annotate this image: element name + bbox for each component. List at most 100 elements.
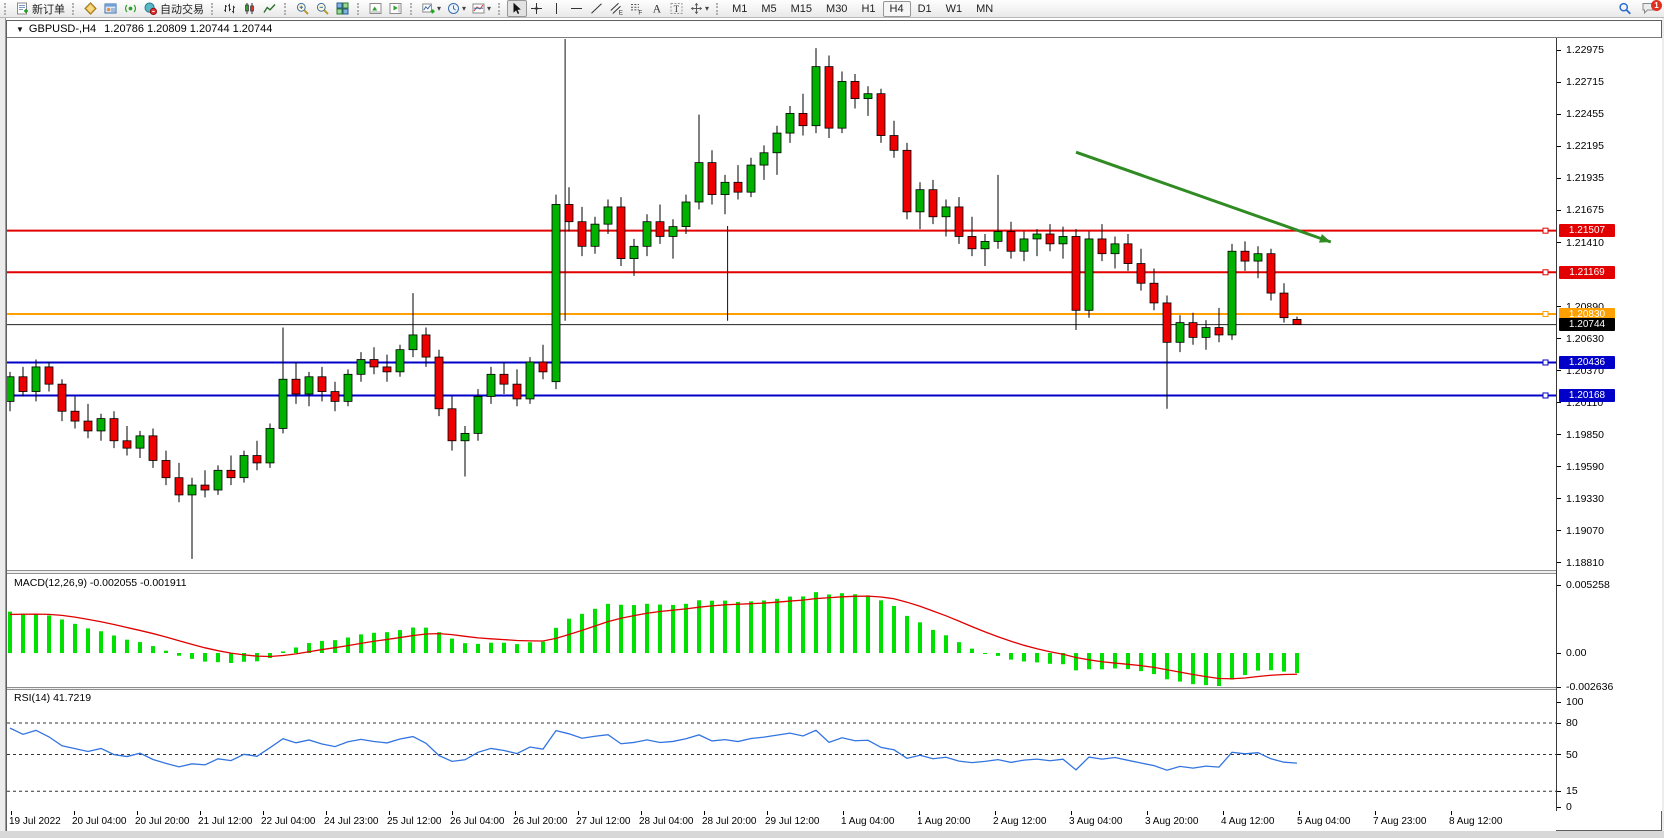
main-chart-pane[interactable] bbox=[7, 39, 1556, 570]
timeframe-M1[interactable]: M1 bbox=[732, 2, 748, 15]
macd-pane[interactable] bbox=[7, 574, 1556, 687]
dropdown-arrow-icon[interactable]: ▾ bbox=[487, 4, 492, 13]
line-chart-button[interactable] bbox=[260, 0, 280, 17]
timeframe-M15[interactable]: M15 bbox=[790, 2, 813, 15]
new-order-button[interactable]: 新订单 bbox=[13, 0, 68, 19]
toolbar-grip bbox=[410, 2, 415, 15]
time-tick bbox=[389, 811, 390, 815]
candle-body bbox=[850, 80, 860, 100]
macd-signal-line bbox=[9, 595, 1298, 680]
autotrade-button[interactable]: 自动交易 bbox=[141, 0, 207, 19]
macd-histogram-bar bbox=[866, 595, 870, 653]
macd-histogram-bar bbox=[177, 653, 181, 656]
candle-body bbox=[915, 189, 925, 213]
candles-chart-button[interactable] bbox=[240, 0, 260, 17]
macd-histogram-bar bbox=[125, 639, 129, 653]
zoom-in-icon bbox=[296, 2, 310, 15]
macd-histogram-bar bbox=[1152, 653, 1156, 675]
level-anchor[interactable] bbox=[1542, 359, 1549, 366]
timeframe-M30[interactable]: M30 bbox=[826, 2, 848, 15]
level-anchor[interactable] bbox=[1542, 311, 1549, 317]
candle-body bbox=[486, 373, 496, 397]
dropdown-arrow-icon[interactable]: ▾ bbox=[705, 4, 710, 13]
template-button[interactable]: ▾ bbox=[469, 0, 494, 17]
vline-button[interactable] bbox=[547, 0, 567, 17]
channel-button[interactable]: E bbox=[607, 0, 627, 17]
cursor-button[interactable] bbox=[507, 0, 528, 17]
macd-histogram-bar bbox=[580, 613, 584, 653]
notifications-button[interactable]: 1 bbox=[1641, 0, 1662, 16]
rsi-scale-label: 100 bbox=[1566, 696, 1584, 708]
bars-chart-button[interactable] bbox=[220, 0, 240, 17]
timeframe-group: M1 M5 M15 M30 H1 H4 D1 W1 MN bbox=[714, 0, 1000, 17]
macd-histogram-bar bbox=[151, 646, 155, 653]
timeframe-H1[interactable]: H1 bbox=[861, 2, 876, 15]
pane-separator[interactable] bbox=[7, 570, 1661, 574]
data-window-button[interactable] bbox=[101, 0, 121, 17]
new-chart-button[interactable]: ▾ bbox=[419, 0, 444, 17]
candle-body bbox=[109, 418, 119, 442]
toolbar-group: ▾ ▾ ▾ bbox=[408, 0, 494, 17]
zoom-in-button[interactable] bbox=[293, 0, 313, 17]
fibo-button[interactable]: F bbox=[627, 0, 647, 17]
shapes-button[interactable]: ▾ bbox=[687, 0, 712, 17]
level-anchor[interactable] bbox=[1542, 392, 1549, 399]
toolbar-groups: 新订单 自动交易 ▾ ▾ ▾ E F A T ▾ M1 M5 M15 M30 H1 H4 D1 W1 MN bbox=[2, 0, 1002, 19]
trendline-button[interactable] bbox=[587, 0, 607, 17]
arrange-b-button[interactable] bbox=[386, 0, 406, 17]
candle-body bbox=[473, 396, 483, 434]
time-tick-label: 19 Jul 2022 bbox=[9, 816, 61, 827]
candle-body bbox=[785, 112, 795, 134]
timeframe-M5[interactable]: M5 bbox=[761, 2, 777, 15]
chart-menu-arrow-icon[interactable]: ▼ bbox=[16, 24, 24, 34]
rsi-pane[interactable] bbox=[7, 690, 1556, 810]
macd-scale-tick bbox=[1557, 584, 1561, 586]
time-tick bbox=[263, 811, 264, 815]
tile-windows-button[interactable] bbox=[333, 0, 353, 17]
candle-body bbox=[642, 221, 652, 247]
arrange-a-button[interactable] bbox=[366, 0, 386, 17]
pane-separator[interactable] bbox=[7, 687, 1661, 690]
candle-body bbox=[1149, 282, 1159, 304]
navigator-button[interactable] bbox=[121, 0, 141, 17]
candle-body bbox=[1032, 233, 1042, 240]
candle-body bbox=[1019, 238, 1029, 252]
macd-histogram-bar bbox=[645, 603, 649, 653]
candle-body bbox=[382, 366, 392, 373]
macd-histogram-bar bbox=[242, 653, 246, 662]
timeframe-H4[interactable]: H4 bbox=[882, 0, 911, 17]
time-tick bbox=[11, 811, 12, 815]
price-axis[interactable]: 1.22975 1.22715 1.22455 1.22195 1.21935 1.216… bbox=[1556, 38, 1662, 813]
macd-histogram-bar bbox=[931, 629, 935, 653]
macd-histogram-bar bbox=[463, 643, 467, 653]
macd-histogram-bar bbox=[1165, 653, 1169, 680]
macd-histogram-bar bbox=[528, 642, 532, 653]
level-anchor[interactable] bbox=[1542, 269, 1549, 276]
period-button[interactable]: ▾ bbox=[444, 0, 469, 17]
text-button[interactable]: A bbox=[647, 0, 667, 17]
timeframe-W1[interactable]: W1 bbox=[945, 2, 963, 15]
price-tick bbox=[1557, 113, 1561, 115]
level-price-label: 1.20436 bbox=[1559, 355, 1615, 369]
dropdown-arrow-icon[interactable]: ▾ bbox=[462, 4, 467, 13]
level-anchor[interactable] bbox=[1542, 227, 1549, 234]
zoom-out-button[interactable] bbox=[313, 0, 333, 17]
macd-histogram-bar bbox=[320, 640, 324, 653]
hline-button[interactable] bbox=[567, 0, 587, 17]
timeframe-D1[interactable]: D1 bbox=[917, 2, 932, 15]
trend-arrow-line[interactable] bbox=[1075, 150, 1332, 244]
price-tick-label: 1.19590 bbox=[1566, 460, 1604, 473]
candles-chart-icon bbox=[243, 2, 257, 15]
market-watch-button[interactable] bbox=[81, 0, 101, 17]
search-button[interactable] bbox=[1618, 2, 1633, 16]
tile-windows-icon bbox=[336, 2, 350, 15]
time-axis[interactable]: 19 Jul 2022 20 Jul 04:00 20 Jul 20:00 21 Ju… bbox=[7, 811, 1556, 831]
label-button[interactable]: T bbox=[667, 0, 687, 17]
price-tick-label: 1.21935 bbox=[1566, 172, 1604, 184]
timeframe-MN[interactable]: MN bbox=[976, 2, 994, 15]
time-tick bbox=[995, 811, 996, 815]
dropdown-arrow-icon[interactable]: ▾ bbox=[437, 4, 442, 13]
label-icon: T bbox=[670, 2, 684, 15]
candle-body bbox=[590, 223, 600, 247]
crosshair-button[interactable] bbox=[527, 0, 547, 17]
